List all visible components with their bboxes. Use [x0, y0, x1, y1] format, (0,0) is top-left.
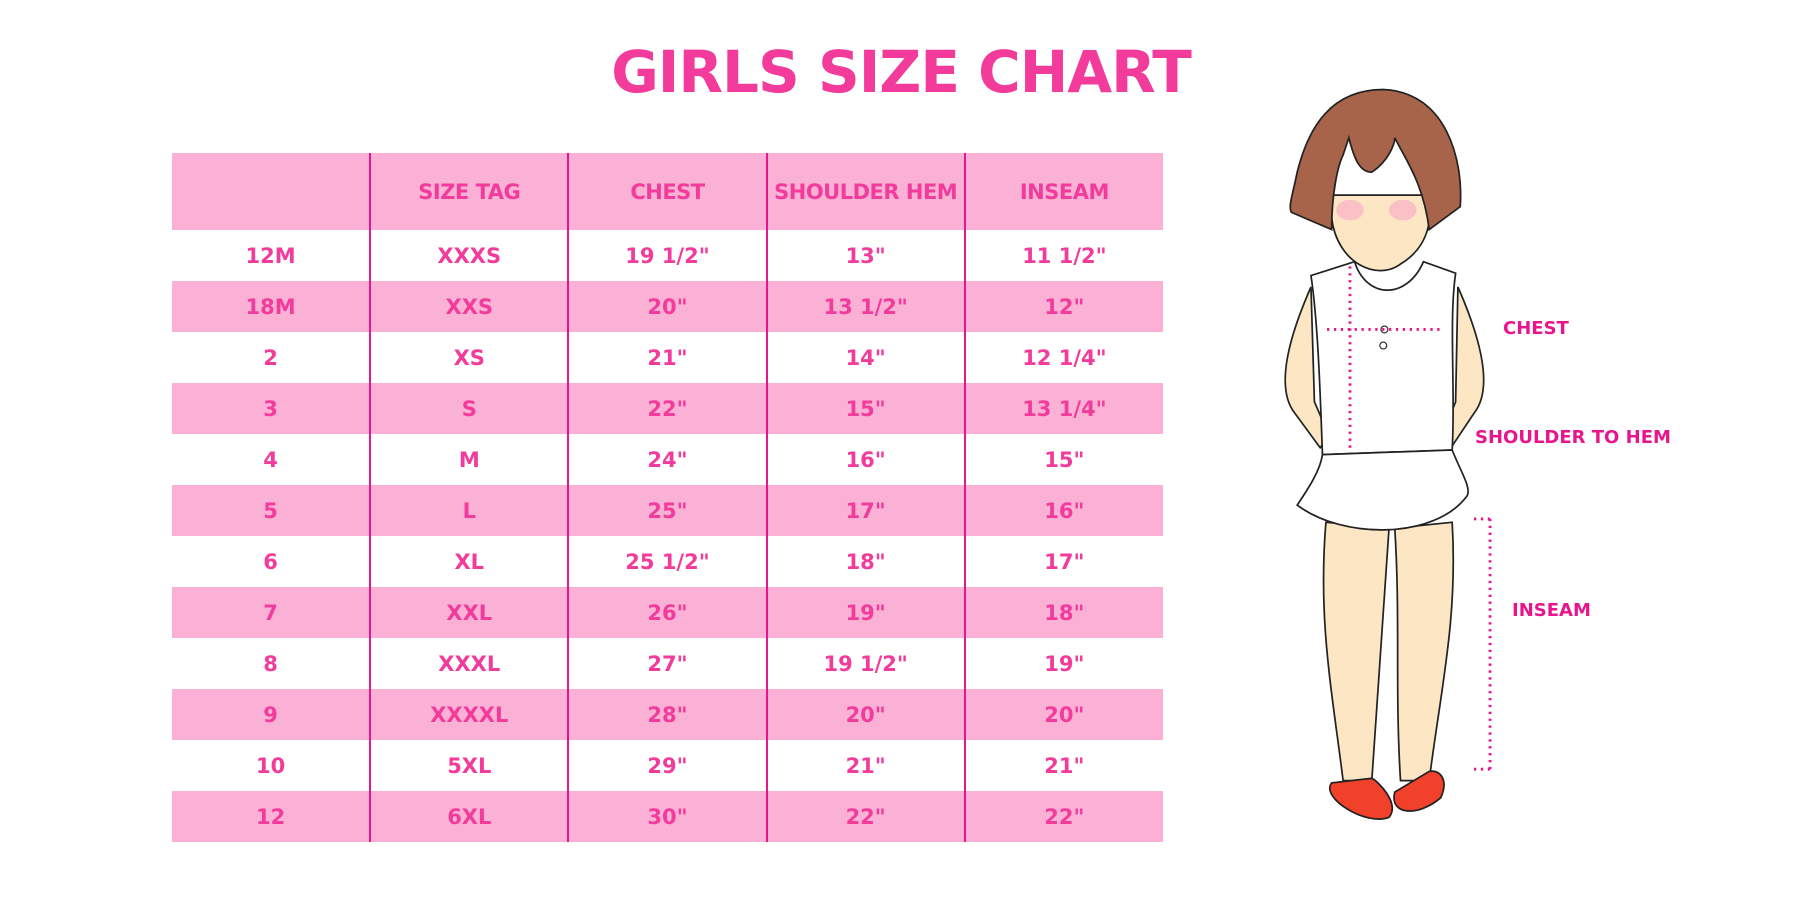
- cell-inseam: 11 1/2": [963, 230, 1163, 281]
- cell-chest: 24": [567, 434, 767, 485]
- cell-shoulder-hem: 13 1/2": [765, 281, 965, 332]
- cell-size-tag: XXS: [369, 281, 569, 332]
- cell-shoulder-hem: 16": [765, 434, 965, 485]
- cell-inseam: 15": [963, 434, 1163, 485]
- header-chest: CHEST: [567, 153, 767, 230]
- cell-size: 8: [263, 651, 278, 676]
- cell-size-tag: XXXS: [369, 230, 569, 281]
- cell-inseam: 22": [963, 791, 1163, 842]
- cell-size-tag: XXL: [369, 587, 569, 638]
- cell-size-tag: 5XL: [369, 740, 569, 791]
- cell-size-tag: L: [369, 485, 569, 536]
- cell-inseam: 12": [963, 281, 1163, 332]
- cell-size: 2: [263, 345, 278, 370]
- table-row: 6 XL 25 1/2" 18" 17": [172, 536, 1163, 587]
- cell-inseam: 17": [963, 536, 1163, 587]
- cell-shoulder-hem: 14": [765, 332, 965, 383]
- cell-shoulder-hem: 15": [765, 383, 965, 434]
- cell-size: 18M: [172, 281, 371, 332]
- table-row: 4 M 24" 16" 15": [172, 434, 1163, 485]
- cell-inseam: 13 1/4": [963, 383, 1163, 434]
- cell-chest: 28": [567, 689, 767, 740]
- cell-inseam: 16": [963, 485, 1163, 536]
- inseam-label: INSEAM: [1512, 600, 1591, 621]
- cell-size-tag: XXXL: [369, 638, 569, 689]
- cell-shoulder-hem: 18": [765, 536, 965, 587]
- cell-shoulder-hem: 19": [765, 587, 965, 638]
- header-size: [172, 153, 371, 230]
- cell-chest: 30": [567, 791, 767, 842]
- cell-inseam: 20": [963, 689, 1163, 740]
- table-row: 8 XXXL 27" 19 1/2" 19": [172, 638, 1163, 689]
- table-row: 5 L 25" 17" 16": [172, 485, 1163, 536]
- chest-label: CHEST: [1503, 318, 1569, 339]
- cell-size-tag: 6XL: [369, 791, 569, 842]
- shoe-icon: [1328, 777, 1393, 820]
- table-row: 12 6XL 30" 22" 22": [172, 791, 1163, 842]
- table-row: 12M XXXS 19 1/2" 13" 11 1/2": [172, 230, 1163, 281]
- table-header-row: SIZE TAG CHEST SHOULDER HEM INSEAM: [172, 153, 1163, 230]
- cell-chest: 27": [567, 638, 767, 689]
- cell-chest: 21": [567, 332, 767, 383]
- cell-size: 4: [263, 447, 278, 472]
- table-row: 18M XXS 20" 13 1/2" 12": [172, 281, 1163, 332]
- shoulder-to-hem-label: SHOULDER TO HEM: [1475, 427, 1671, 448]
- cell-inseam: 21": [963, 740, 1163, 791]
- cell-size: 3: [172, 383, 371, 434]
- table-row: 9 XXXXL 28" 20" 20": [172, 689, 1163, 740]
- cell-shoulder-hem: 22": [765, 791, 965, 842]
- size-chart-table: SIZE TAG CHEST SHOULDER HEM INSEAM 12M XX…: [172, 153, 1163, 842]
- cell-size-tag: XXXXL: [369, 689, 569, 740]
- header-inseam: INSEAM: [963, 153, 1163, 230]
- cell-size: 9: [172, 689, 371, 740]
- cell-chest: 19 1/2": [567, 230, 767, 281]
- cell-size: 6: [263, 549, 278, 574]
- cell-inseam: 19": [963, 638, 1163, 689]
- table-row: 10 5XL 29" 21" 21": [172, 740, 1163, 791]
- page-title: GIRLS SIZE CHART: [611, 38, 1192, 106]
- cell-size-tag: XL: [369, 536, 569, 587]
- cell-size: 12M: [245, 243, 296, 268]
- cell-size: 5: [172, 485, 371, 536]
- cell-shoulder-hem: 17": [765, 485, 965, 536]
- cell-chest: 26": [567, 587, 767, 638]
- cell-inseam: 18": [963, 587, 1163, 638]
- cell-size-tag: M: [369, 434, 569, 485]
- cell-chest: 20": [567, 281, 767, 332]
- cell-chest: 25": [567, 485, 767, 536]
- cell-size-tag: S: [369, 383, 569, 434]
- cell-size: 12: [172, 791, 371, 842]
- cell-shoulder-hem: 19 1/2": [765, 638, 965, 689]
- cell-size: 7: [172, 587, 371, 638]
- header-size-tag: SIZE TAG: [369, 153, 569, 230]
- cell-chest: 29": [567, 740, 767, 791]
- cell-shoulder-hem: 13": [765, 230, 965, 281]
- header-shoulder-hem: SHOULDER HEM: [765, 153, 965, 230]
- cell-chest: 25 1/2": [567, 536, 767, 587]
- cell-shoulder-hem: 20": [765, 689, 965, 740]
- cell-size-tag: XS: [369, 332, 569, 383]
- table-row: 7 XXL 26" 19" 18": [172, 587, 1163, 638]
- cell-shoulder-hem: 21": [765, 740, 965, 791]
- table-row: 2 XS 21" 14" 12 1/4": [172, 332, 1163, 383]
- table-row: 3 S 22" 15" 13 1/4": [172, 383, 1163, 434]
- cell-chest: 22": [567, 383, 767, 434]
- cell-inseam: 12 1/4": [963, 332, 1163, 383]
- cell-size: 10: [255, 753, 286, 778]
